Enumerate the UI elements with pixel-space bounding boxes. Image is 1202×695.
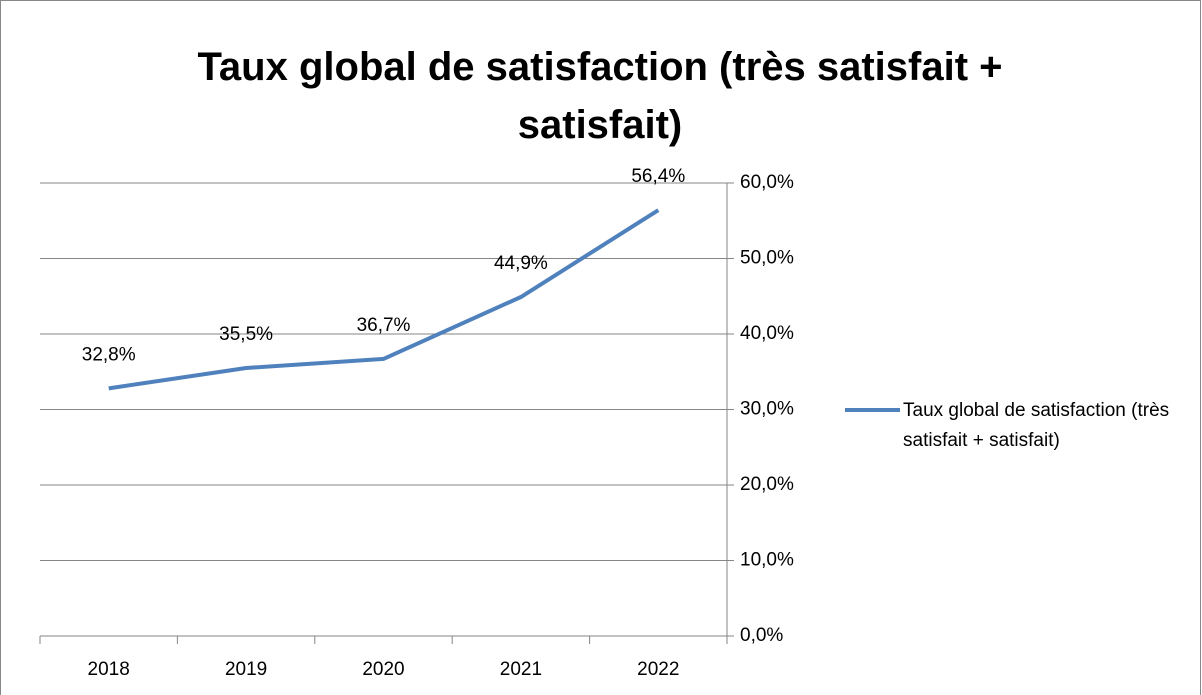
data-label: 56,4% [631,166,685,187]
x-tick-label: 2022 [637,659,679,680]
y-tick-label: 20,0% [740,474,794,495]
y-tick-label: 10,0% [740,550,794,571]
data-label: 35,5% [219,324,273,345]
x-tick-label: 2019 [225,659,267,680]
chart-title: Taux global de satisfaction (très satisf… [197,45,1003,147]
x-tick-label: 2020 [362,659,404,680]
data-label: 36,7% [357,315,411,336]
y-tick-label: 60,0% [740,172,794,193]
y-tick-label: 30,0% [740,399,794,420]
y-tick-label: 40,0% [740,323,794,344]
x-tick-label: 2021 [500,659,542,680]
x-tick-label: 2018 [88,659,130,680]
y-tick-label: 50,0% [740,248,794,269]
data-line [108,208,660,391]
legend-label: Taux global de satisfaction (très satisf… [903,400,1170,451]
y-tick-label: 0,0% [740,625,783,646]
data-label: 32,8% [82,344,136,365]
data-label: 44,9% [494,253,548,274]
